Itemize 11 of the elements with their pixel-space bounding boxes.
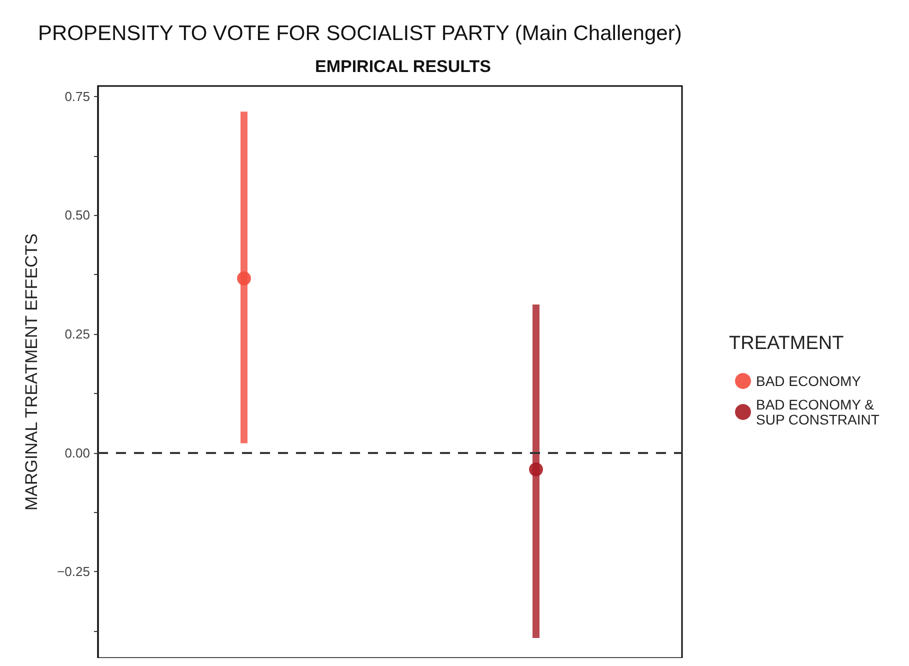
chart-title: PROPENSITY TO VOTE FOR SOCIALIST PARTY (Main Challenger) (38, 22, 682, 45)
y-tick-label: 0.00 (64, 445, 90, 460)
legend-label: BAD ECONOMY (756, 373, 862, 389)
legend-label: BAD ECONOMY & SUP CONSTRAINT (756, 396, 880, 428)
y-axis-title: MARGINAL TREATMENT EFFECTS (22, 233, 41, 511)
y-tick-label: 0.75 (64, 88, 90, 104)
chart-subtitle: EMPIRICAL RESULTS (315, 57, 491, 76)
y-tick-label: 0.25 (64, 326, 90, 342)
y-tick-label: 0.50 (64, 208, 90, 223)
legend-title: TREATMENT (729, 333, 844, 354)
y-tick-label: −0.25 (57, 564, 90, 580)
